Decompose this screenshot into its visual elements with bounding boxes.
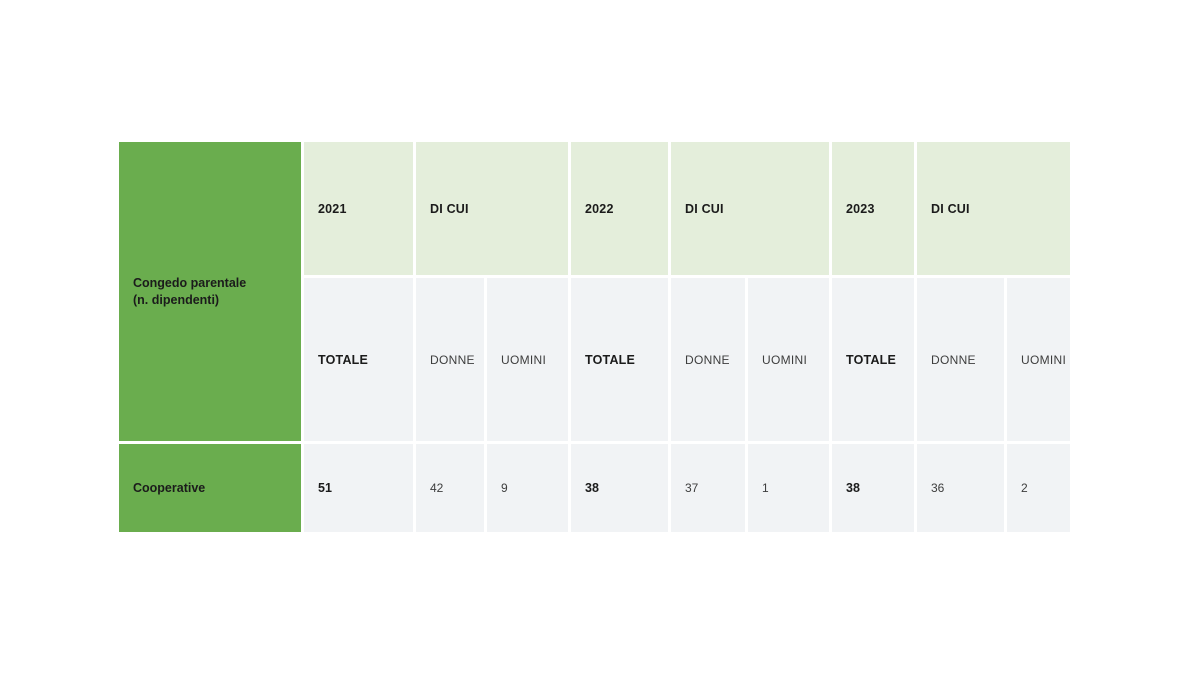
value-totale-2023: 38 — [832, 444, 914, 532]
header-di-cui-2022: DI CUI — [671, 142, 829, 275]
header-di-cui-2021: DI CUI — [416, 142, 568, 275]
header-di-cui-2023: DI CUI — [917, 142, 1070, 275]
value-donne-2021: 42 — [416, 444, 484, 532]
subheader-uomini-2022: UOMINI — [748, 278, 829, 441]
value-donne-2023: 36 — [917, 444, 1004, 532]
header-year-2022: 2022 — [571, 142, 668, 275]
value-uomini-2022: 1 — [748, 444, 829, 532]
subheader-totale-2022: TOTALE — [571, 278, 668, 441]
header-year-2021: 2021 — [304, 142, 413, 275]
value-totale-2021: 51 — [304, 444, 413, 532]
subheader-donne-2022: DONNE — [671, 278, 745, 441]
parental-leave-table: Congedo parentale (n. dipendenti) 2021 D… — [119, 142, 1070, 532]
subheader-uomini-2023: UOMINI — [1007, 278, 1070, 441]
table-corner-header: Congedo parentale (n. dipendenti) — [119, 142, 301, 441]
subheader-totale-2023: TOTALE — [832, 278, 914, 441]
value-donne-2022: 37 — [671, 444, 745, 532]
header-year-2023: 2023 — [832, 142, 914, 275]
subheader-donne-2023: DONNE — [917, 278, 1004, 441]
subheader-uomini-2021: UOMINI — [487, 278, 568, 441]
value-uomini-2023: 2 — [1007, 444, 1070, 532]
subheader-donne-2021: DONNE — [416, 278, 484, 441]
subheader-totale-2021: TOTALE — [304, 278, 413, 441]
value-totale-2022: 38 — [571, 444, 668, 532]
value-uomini-2021: 9 — [487, 444, 568, 532]
row-label-cooperative: Cooperative — [119, 444, 301, 532]
